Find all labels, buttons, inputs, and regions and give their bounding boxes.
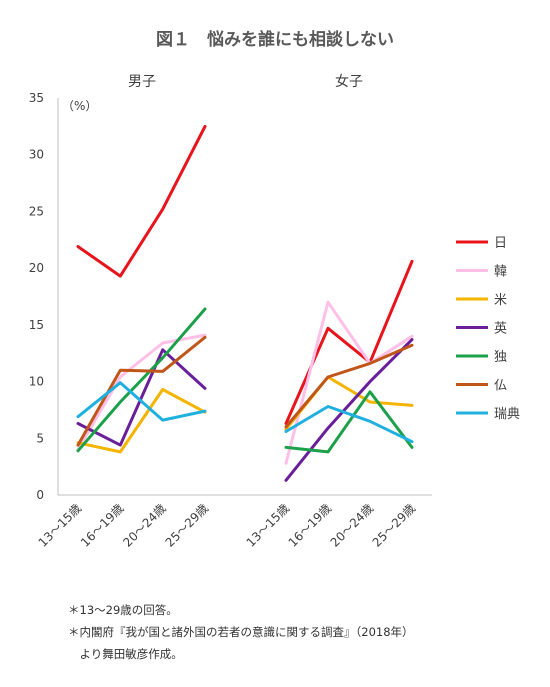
x-tick-label: 20～24歳 xyxy=(120,501,168,549)
legend-label: 米 xyxy=(494,293,507,308)
y-tick-label: 20 xyxy=(29,261,44,275)
x-tick-label: 13～15歳 xyxy=(36,501,84,549)
legend-label: 韓 xyxy=(494,265,507,280)
legend-label: 日 xyxy=(494,236,507,251)
legend-label: 仏 xyxy=(494,379,507,394)
series-line-独 xyxy=(284,390,414,454)
note-author: より舞田敏彦作成。 xyxy=(68,647,183,661)
chart-title: 図１ 悩みを誰にも相談しない xyxy=(156,29,394,50)
y-axis: 0 5 10 15 20 25 30 35 xyxy=(29,91,59,502)
series-line-瑞典 xyxy=(76,381,207,422)
x-tick-label: 13～15歳 xyxy=(244,501,292,549)
note-age-range: ＊13～29歳の回答。 xyxy=(68,603,178,617)
y-tick-label: 15 xyxy=(29,318,44,332)
series-line-日 xyxy=(284,259,414,425)
y-tick-label: 25 xyxy=(29,204,44,218)
series-line-仏 xyxy=(284,343,414,429)
legend-label: 英 xyxy=(494,322,507,337)
y-tick-label: 0 xyxy=(36,488,44,502)
x-tick-label: 25～29歳 xyxy=(163,501,211,549)
x-tick-label: 25～29歳 xyxy=(370,501,418,549)
note-source: ＊内閣府『我が国と諸外国の若者の意識に関する調査』（2018年） xyxy=(68,625,414,639)
y-axis-unit: （%） xyxy=(62,99,97,113)
series-line-英 xyxy=(284,338,414,482)
y-tick-label: 10 xyxy=(29,375,44,389)
series-line-独 xyxy=(76,307,207,453)
legend-label: 独 xyxy=(494,350,507,365)
y-tick-label: 5 xyxy=(36,431,44,445)
y-tick-label: 30 xyxy=(29,148,44,162)
panel-boys: 男子 xyxy=(76,74,207,454)
x-tick-label: 20～24歳 xyxy=(328,501,376,549)
series-line-瑞典 xyxy=(284,405,414,444)
series-line-日 xyxy=(76,124,207,278)
panel-label: 男子 xyxy=(128,74,156,90)
series-line-米 xyxy=(76,388,207,454)
x-tick-label: 16～19歳 xyxy=(78,501,126,549)
panel-girls: 女子 xyxy=(284,73,414,482)
series-line-韓 xyxy=(284,300,414,465)
y-tick-label: 35 xyxy=(29,91,44,105)
series-line-韓 xyxy=(76,333,207,452)
panel-label: 女子 xyxy=(335,73,363,90)
legend-label: 瑞典 xyxy=(494,407,520,422)
chart-panels: 男子 女子 xyxy=(76,73,414,482)
series-line-仏 xyxy=(76,335,207,447)
x-tick-label: 16～19歳 xyxy=(286,501,334,549)
series-line-英 xyxy=(76,348,207,447)
